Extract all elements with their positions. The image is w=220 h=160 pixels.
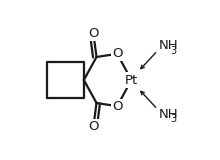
- Text: 3: 3: [170, 46, 177, 56]
- Text: O: O: [112, 100, 122, 113]
- Text: O: O: [88, 27, 99, 40]
- Text: O: O: [112, 47, 122, 60]
- Text: Pt: Pt: [125, 73, 138, 87]
- Text: O: O: [88, 120, 99, 133]
- Text: NH: NH: [159, 39, 179, 52]
- Text: NH: NH: [159, 108, 179, 121]
- Text: 3: 3: [170, 114, 177, 124]
